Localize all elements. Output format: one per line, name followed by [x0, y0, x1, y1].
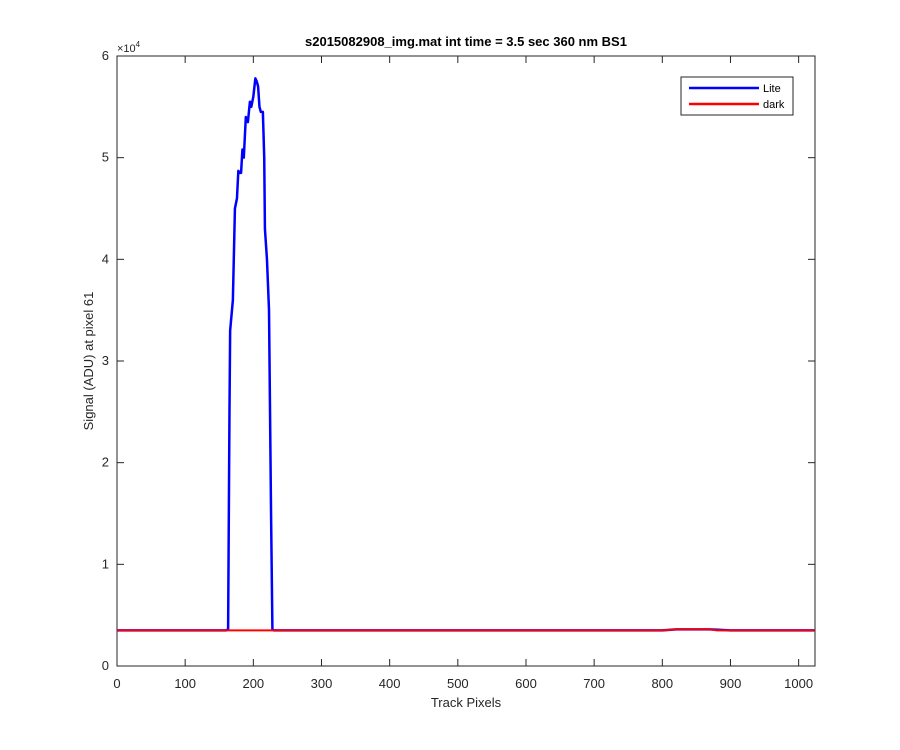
- x-tick-label: 400: [379, 676, 401, 691]
- y-tick-label: 3: [102, 353, 109, 368]
- y-tick-label: 2: [102, 455, 109, 470]
- y-exponent: ×104: [117, 40, 141, 55]
- y-tick-label: 0: [102, 658, 109, 673]
- chart-title: s2015082908_img.mat int time = 3.5 sec 3…: [305, 34, 627, 49]
- legend-label: dark: [763, 99, 785, 111]
- x-tick-label: 1000: [784, 676, 813, 691]
- y-exponent-power: 4: [136, 40, 141, 49]
- x-tick-label: 900: [720, 676, 742, 691]
- x-tick-label: 300: [311, 676, 333, 691]
- y-tick-label: 4: [102, 251, 109, 266]
- x-tick-label: 800: [651, 676, 673, 691]
- y-axis-label: Signal (ADU) at pixel 61: [81, 292, 96, 431]
- x-tick-label: 500: [447, 676, 469, 691]
- x-tick-label: 200: [242, 676, 264, 691]
- series-line: [117, 628, 815, 632]
- y-tick-label: 6: [102, 48, 109, 63]
- x-tick-label: 700: [583, 676, 605, 691]
- x-tick-label: 0: [113, 676, 120, 691]
- x-axis-label: Track Pixels: [431, 695, 502, 710]
- x-tick-label: 600: [515, 676, 537, 691]
- y-exponent-base: ×10: [117, 43, 136, 55]
- y-tick-label: 5: [102, 150, 109, 165]
- legend-box: [680, 76, 794, 116]
- y-tick-label: 1: [102, 556, 109, 571]
- plot-area: [116, 55, 816, 667]
- legend-label: Lite: [763, 83, 781, 95]
- x-tick-label: 100: [174, 676, 196, 691]
